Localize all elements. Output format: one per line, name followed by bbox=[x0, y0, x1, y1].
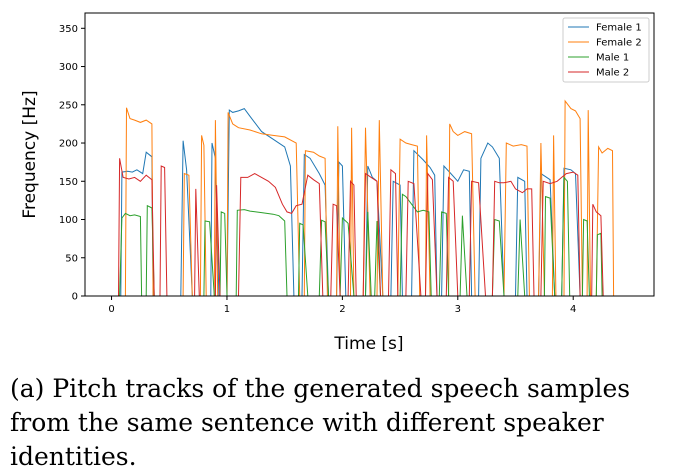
x-tick-label: 2 bbox=[339, 304, 345, 315]
legend-entry: Female 2 bbox=[596, 38, 642, 49]
plot-frame bbox=[84, 12, 655, 297]
x-tick-label: 0 bbox=[108, 304, 114, 315]
y-tick-label: 50 bbox=[65, 253, 78, 264]
y-tick-label: 300 bbox=[59, 62, 78, 73]
x-axis-label: Time [s] bbox=[333, 334, 403, 354]
figure-caption: (a) Pitch tracks of the generated speech… bbox=[10, 374, 631, 471]
y-axis-label: Frequency [Hz] bbox=[20, 90, 40, 218]
y-tick-label: 100 bbox=[59, 215, 78, 226]
series-line-male-1 bbox=[119, 176, 603, 296]
y-tick-label: 150 bbox=[59, 177, 78, 188]
y-tick-label: 250 bbox=[59, 100, 78, 111]
legend-entry: Male 2 bbox=[596, 68, 629, 79]
legend-entry: Female 1 bbox=[596, 23, 642, 34]
series-line-female-1 bbox=[111, 107, 581, 296]
legend-entry: Male 1 bbox=[596, 53, 629, 64]
series-line-male-2 bbox=[118, 158, 604, 296]
series-line-female-2 bbox=[117, 99, 615, 296]
x-tick-label: 3 bbox=[455, 304, 461, 315]
y-tick-label: 350 bbox=[59, 24, 78, 35]
x-tick-label: 4 bbox=[570, 304, 576, 315]
y-tick-label: 0 bbox=[72, 292, 78, 303]
x-tick-label: 1 bbox=[224, 304, 230, 315]
legend-frame bbox=[562, 17, 650, 83]
y-tick-label: 200 bbox=[59, 139, 78, 150]
legend: Female 1 Female 2 Male 1 Male 2 bbox=[562, 17, 650, 83]
pitch-track-chart: 0 1 2 3 4 0 50 100 150 200 250 300 350 Frequency [Hz… bbox=[20, 12, 655, 354]
